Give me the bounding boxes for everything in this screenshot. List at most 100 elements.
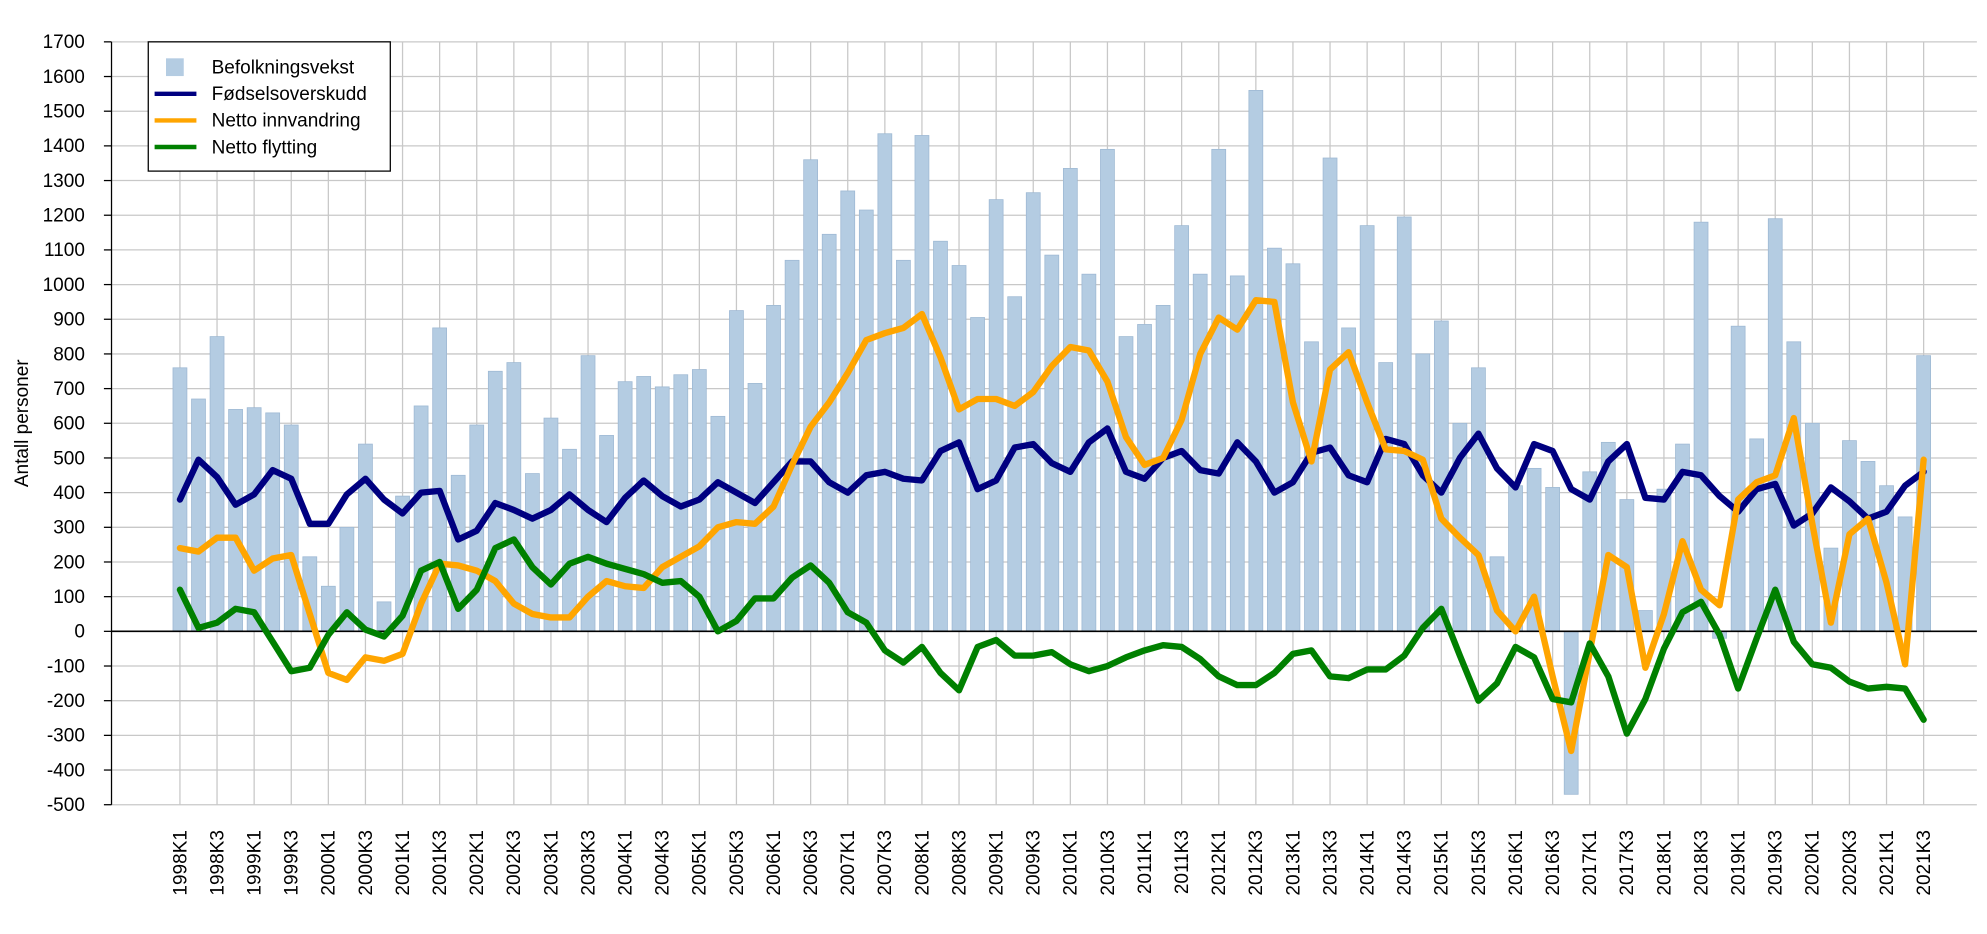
y-tick-label: -500	[47, 795, 85, 816]
bar	[265, 412, 281, 632]
y-tick-label: 1500	[43, 102, 85, 123]
x-tick-label: 2016K1	[1506, 830, 1527, 896]
legend: Befolkningsvekst Fødselsoverskudd Netto in…	[147, 41, 391, 172]
y-tick-label: 1300	[43, 171, 85, 192]
line	[176, 425, 1927, 543]
bar	[1007, 296, 1023, 632]
bar	[988, 199, 1004, 632]
bar	[1749, 438, 1765, 632]
x-tick-label: 2010K1	[1061, 830, 1082, 896]
x-tick-label: 2013K1	[1283, 830, 1304, 896]
bar	[1192, 273, 1208, 632]
lines	[176, 297, 1927, 755]
bar	[599, 435, 614, 632]
bar	[358, 443, 373, 632]
x-tick-label: 2009K3	[1024, 830, 1045, 896]
bar	[1378, 362, 1394, 632]
bar	[654, 386, 670, 632]
bar	[896, 259, 911, 632]
x-tick-label: 2019K3	[1766, 830, 1787, 896]
x-tick-label: 2014K3	[1395, 830, 1416, 896]
bar	[506, 362, 522, 632]
legend-label: Netto innvandring	[212, 111, 361, 132]
x-tick-label: 2000K1	[319, 830, 340, 896]
bar	[840, 190, 856, 632]
y-tick-label: 1400	[43, 136, 85, 157]
x-tick-label: 2005K3	[727, 830, 748, 896]
x-tick-label: 2010K3	[1098, 830, 1119, 896]
bar	[1304, 341, 1319, 632]
x-tick-label: 2019K1	[1728, 830, 1749, 896]
bar	[1155, 305, 1171, 632]
y-tick-label: -400	[47, 760, 85, 781]
line	[176, 297, 1927, 755]
bar	[1730, 325, 1746, 632]
x-tick-label: 2002K1	[467, 830, 488, 896]
bar	[766, 305, 781, 632]
x-tick-label: 2014K1	[1357, 830, 1378, 896]
bar	[747, 383, 763, 632]
y-axis-title: Antall personer	[12, 359, 33, 487]
bar	[1248, 90, 1264, 632]
x-tick-label: 2005K1	[690, 830, 711, 896]
bar	[803, 159, 818, 632]
x-tick-label: 1998K3	[207, 830, 228, 896]
bar	[283, 424, 299, 632]
y-tick-label: 800	[53, 344, 85, 365]
x-tick-label: 1998K1	[170, 830, 191, 896]
x-tick-label: 2020K1	[1803, 830, 1824, 896]
x-tick-label: 2003K3	[578, 830, 599, 896]
bar	[636, 376, 652, 632]
x-tick-label: 2021K3	[1914, 830, 1935, 896]
x-tick-label: 2000K3	[356, 830, 377, 896]
x-tick-label: 2008K3	[949, 830, 970, 896]
bar	[1545, 487, 1560, 632]
bar	[1285, 263, 1301, 632]
x-tick-label: 2012K1	[1209, 830, 1230, 896]
y-tick-label: 400	[53, 483, 85, 504]
x-tick-label: 2002K3	[504, 830, 525, 896]
y-tick-label: 1000	[43, 275, 85, 296]
x-tick-label: 1999K3	[282, 830, 303, 896]
x-tick-label: 2011K3	[1172, 830, 1193, 894]
y-tick-label: 200	[53, 552, 85, 573]
bar	[914, 135, 930, 632]
line	[176, 536, 1927, 737]
x-tick-label: 2006K1	[764, 830, 785, 896]
x-tick-label: 2016K3	[1543, 830, 1564, 896]
bar	[1359, 225, 1375, 632]
y-tick-label: 700	[53, 379, 85, 400]
x-tick-label: 2004K1	[615, 830, 636, 896]
y-tick-label: 900	[53, 310, 85, 331]
x-tick-label: 1999K1	[244, 830, 265, 896]
x-tick-label: 2017K1	[1580, 830, 1601, 896]
bar	[1433, 320, 1449, 632]
x-tick-label: 2018K1	[1654, 830, 1675, 896]
x-tick-label: 2001K1	[393, 830, 414, 896]
legend-label: Fødselsoverskudd	[212, 84, 367, 105]
bar	[1211, 148, 1227, 632]
bar	[729, 310, 744, 632]
y-tick-label: 300	[53, 518, 85, 539]
y-tick-label: 1100	[44, 240, 85, 261]
y-tick-label: 500	[53, 448, 85, 469]
y-tick-label: -100	[47, 656, 85, 677]
bar	[191, 398, 206, 632]
legend-box	[147, 41, 391, 172]
bar	[1044, 254, 1060, 632]
x-tick-label: 2003K1	[541, 830, 562, 896]
y-tick-label: 100	[53, 587, 85, 608]
x-tick-label: 2008K1	[912, 830, 933, 896]
y-tick-label: 1600	[43, 67, 85, 88]
x-tick-label: 2009K1	[986, 830, 1007, 896]
y-tick-label: 1700	[43, 32, 85, 53]
bar	[246, 407, 262, 632]
bar	[877, 133, 893, 632]
y-tick-label: -200	[47, 691, 85, 712]
x-tick-label: 2001K3	[430, 830, 451, 896]
legend-label: Netto flytting	[212, 137, 318, 158]
y-tick-label: 600	[53, 414, 85, 435]
legend-label: Befolkningsvekst	[212, 58, 355, 79]
